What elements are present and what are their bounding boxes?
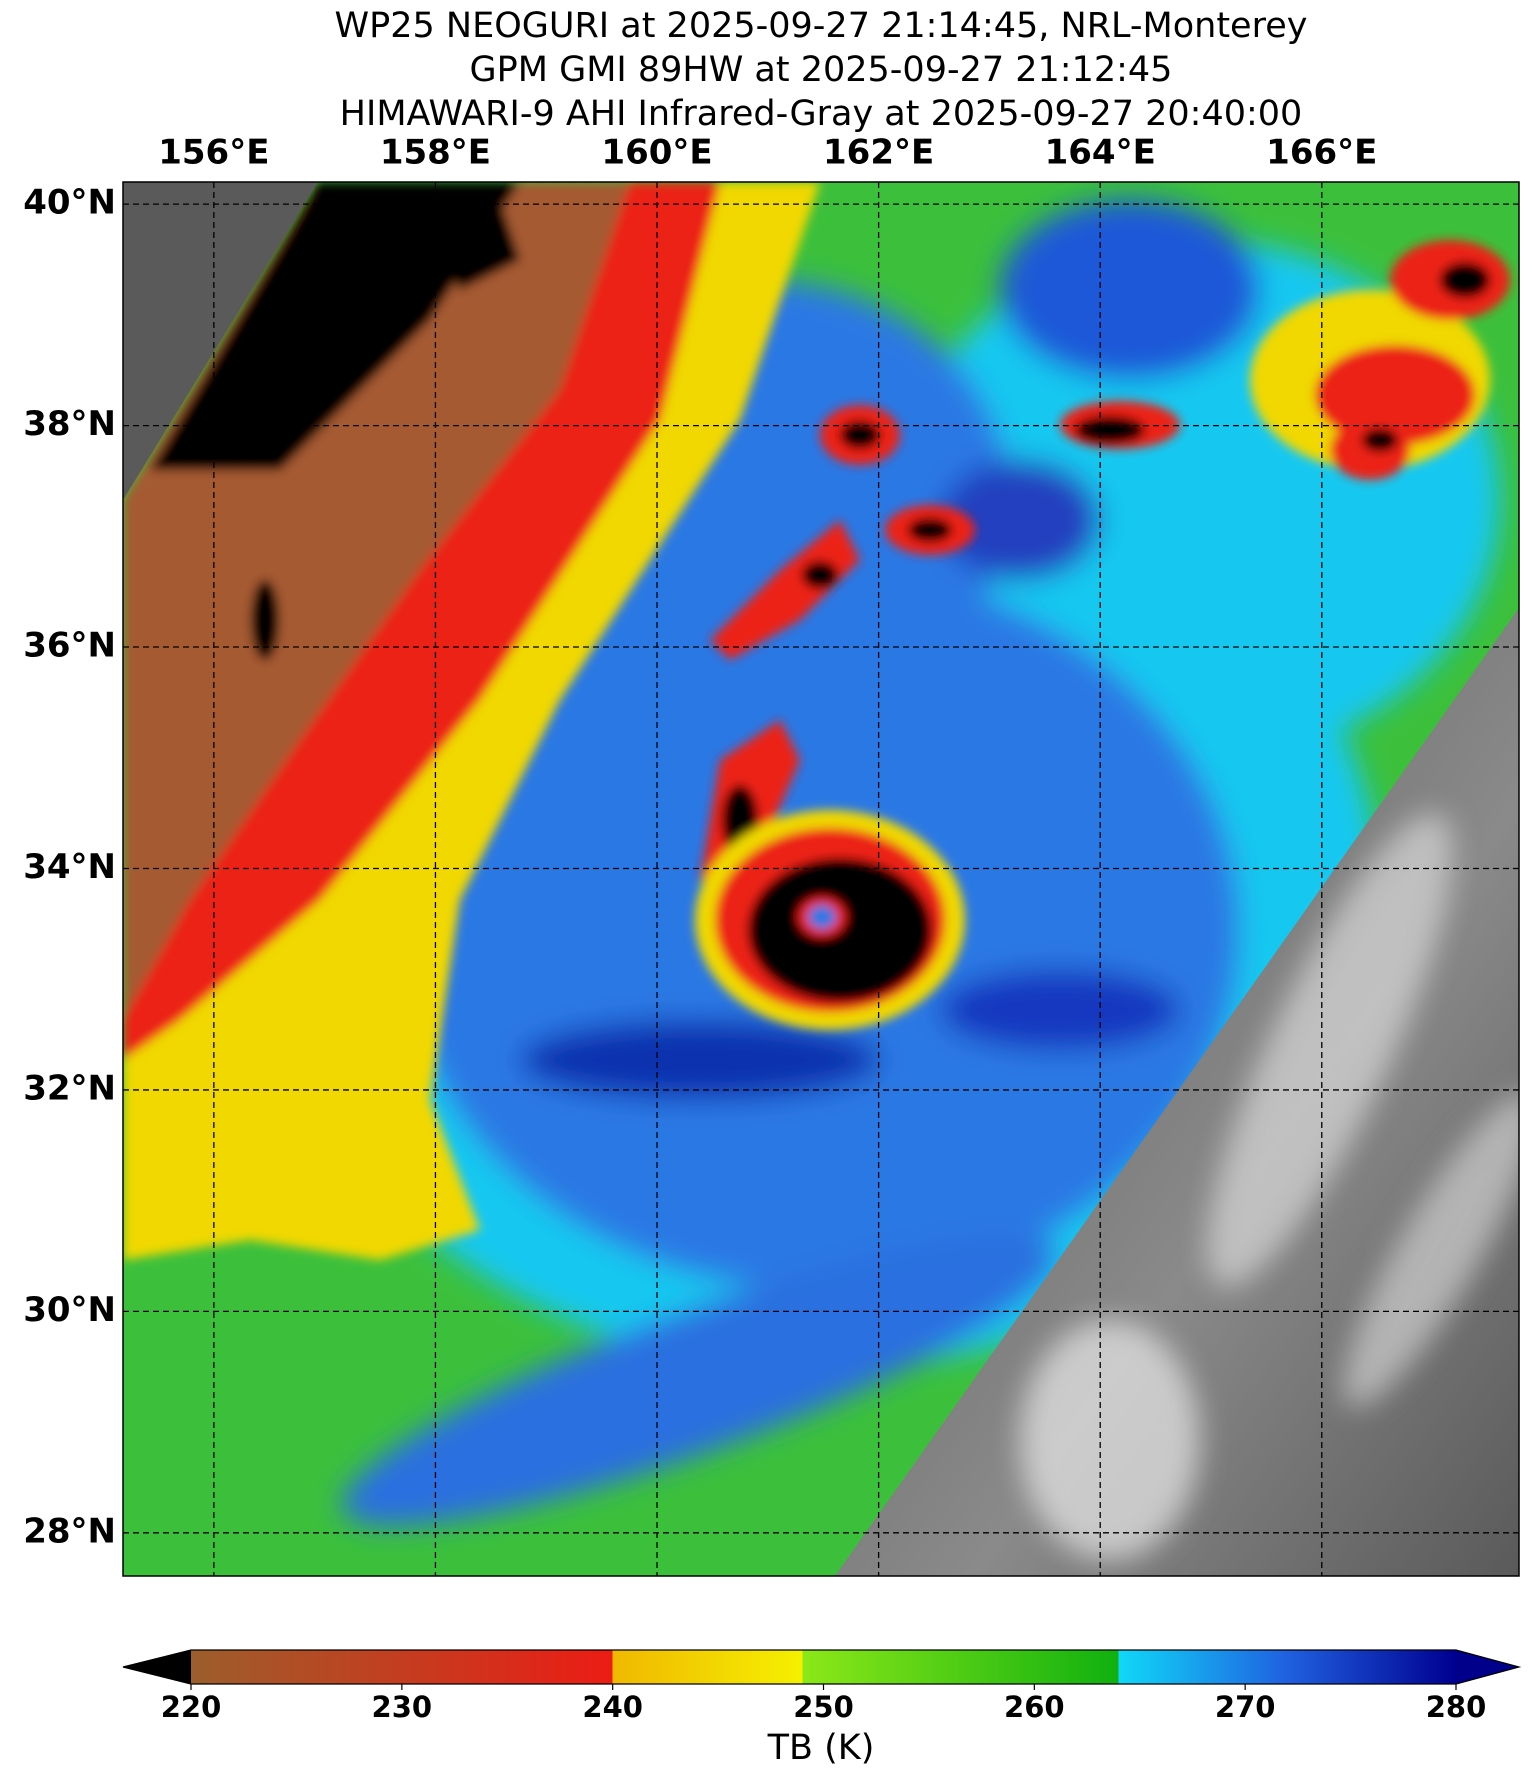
lat-tick-label: 32°N bbox=[23, 1068, 116, 1108]
lon-tick-label: 156°E bbox=[158, 133, 269, 173]
graticule: 156°E 158°E 160°E 162°E 164°E 166°E 28°N 30°N 32… bbox=[23, 133, 1519, 1576]
colorbar-tick-label: 240 bbox=[582, 1690, 643, 1724]
colorbar-tick-label: 230 bbox=[372, 1690, 433, 1724]
colorbar-label: TB (K) bbox=[767, 1728, 875, 1768]
lon-tick-label: 160°E bbox=[601, 133, 712, 173]
lat-tick-label: 34°N bbox=[23, 847, 116, 887]
lon-tick-label: 166°E bbox=[1266, 133, 1377, 173]
title-line: GPM GMI 89HW at 2025-09-27 21:12:45 bbox=[470, 50, 1173, 90]
lat-tick-label: 28°N bbox=[23, 1511, 116, 1551]
colorbar-under-arrow bbox=[123, 1650, 191, 1684]
lon-tick-label: 164°E bbox=[1045, 133, 1156, 173]
colorbar-tick-label: 220 bbox=[161, 1690, 222, 1724]
colorbar: 220 230 240 250 260 270 280 bbox=[122, 1649, 1522, 1724]
title-block: WP25 NEOGURI at 2025-09-27 21:14:45, NRL… bbox=[335, 6, 1308, 134]
lon-tick-label: 158°E bbox=[380, 133, 491, 173]
title-line: HIMAWARI-9 AHI Infrared-Gray at 2025-09-… bbox=[340, 94, 1303, 134]
lon-tick-label: 162°E bbox=[823, 133, 934, 173]
title-line: WP25 NEOGURI at 2025-09-27 21:14:45, NRL… bbox=[335, 6, 1308, 46]
lat-tick-label: 38°N bbox=[23, 404, 116, 444]
colorbar-tick-label: 270 bbox=[1215, 1690, 1276, 1724]
map-frame bbox=[122, 181, 1520, 1577]
lat-tick-label: 40°N bbox=[23, 183, 116, 223]
colorbar-tick-label: 280 bbox=[1426, 1690, 1487, 1724]
colorbar-body bbox=[191, 1650, 1456, 1684]
lat-tick-label: 36°N bbox=[23, 626, 116, 666]
colorbar-tick-label: 260 bbox=[1004, 1690, 1065, 1724]
colorbar-tick-label: 250 bbox=[793, 1690, 854, 1724]
lat-tick-label: 30°N bbox=[23, 1290, 116, 1330]
colorbar-over-arrow bbox=[1456, 1650, 1519, 1684]
